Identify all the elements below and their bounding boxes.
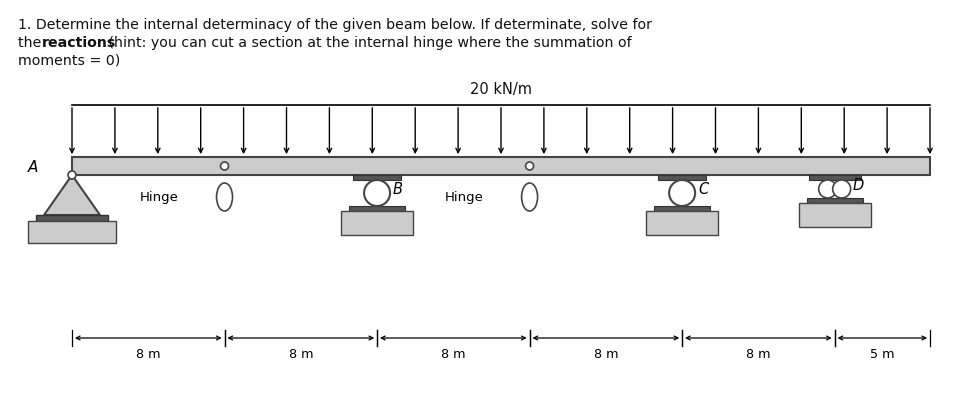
- Bar: [646, 211, 718, 235]
- Bar: [654, 206, 710, 211]
- Text: moments = 0): moments = 0): [18, 54, 120, 68]
- Bar: [658, 175, 706, 180]
- Bar: [36, 215, 108, 221]
- Text: 8 m: 8 m: [441, 348, 465, 361]
- Circle shape: [68, 171, 76, 179]
- Text: A: A: [28, 160, 38, 175]
- Bar: [341, 211, 413, 235]
- Circle shape: [832, 180, 850, 198]
- Text: 8 m: 8 m: [136, 348, 160, 361]
- Bar: [806, 198, 863, 203]
- Bar: [353, 175, 401, 180]
- Text: 1. Determine the internal determinacy of the given beam below. If determinate, s: 1. Determine the internal determinacy of…: [18, 18, 652, 32]
- Text: 8 m: 8 m: [288, 348, 313, 361]
- Polygon shape: [44, 175, 100, 215]
- Bar: [28, 221, 116, 243]
- Ellipse shape: [216, 183, 233, 211]
- Text: 8 m: 8 m: [746, 348, 771, 361]
- Text: 8 m: 8 m: [594, 348, 618, 361]
- Text: reactions: reactions: [42, 36, 116, 50]
- Text: Hinge: Hinge: [139, 191, 179, 204]
- Ellipse shape: [522, 183, 537, 211]
- Circle shape: [819, 180, 837, 198]
- Text: C: C: [698, 182, 708, 196]
- Text: the: the: [18, 36, 46, 50]
- Circle shape: [669, 180, 695, 206]
- Circle shape: [364, 180, 390, 206]
- Circle shape: [220, 162, 229, 170]
- Text: 5 m: 5 m: [870, 348, 895, 361]
- Text: D: D: [852, 178, 864, 193]
- Bar: [799, 203, 871, 227]
- Text: (hint: you can cut a section at the internal hinge where the summation of: (hint: you can cut a section at the inte…: [104, 36, 631, 50]
- Bar: [72, 157, 930, 175]
- Circle shape: [526, 162, 533, 170]
- Text: 20 kN/m: 20 kN/m: [470, 82, 532, 97]
- Text: Hinge: Hinge: [445, 191, 483, 204]
- Text: B: B: [393, 182, 403, 196]
- Bar: [808, 175, 861, 180]
- Bar: [349, 206, 406, 211]
